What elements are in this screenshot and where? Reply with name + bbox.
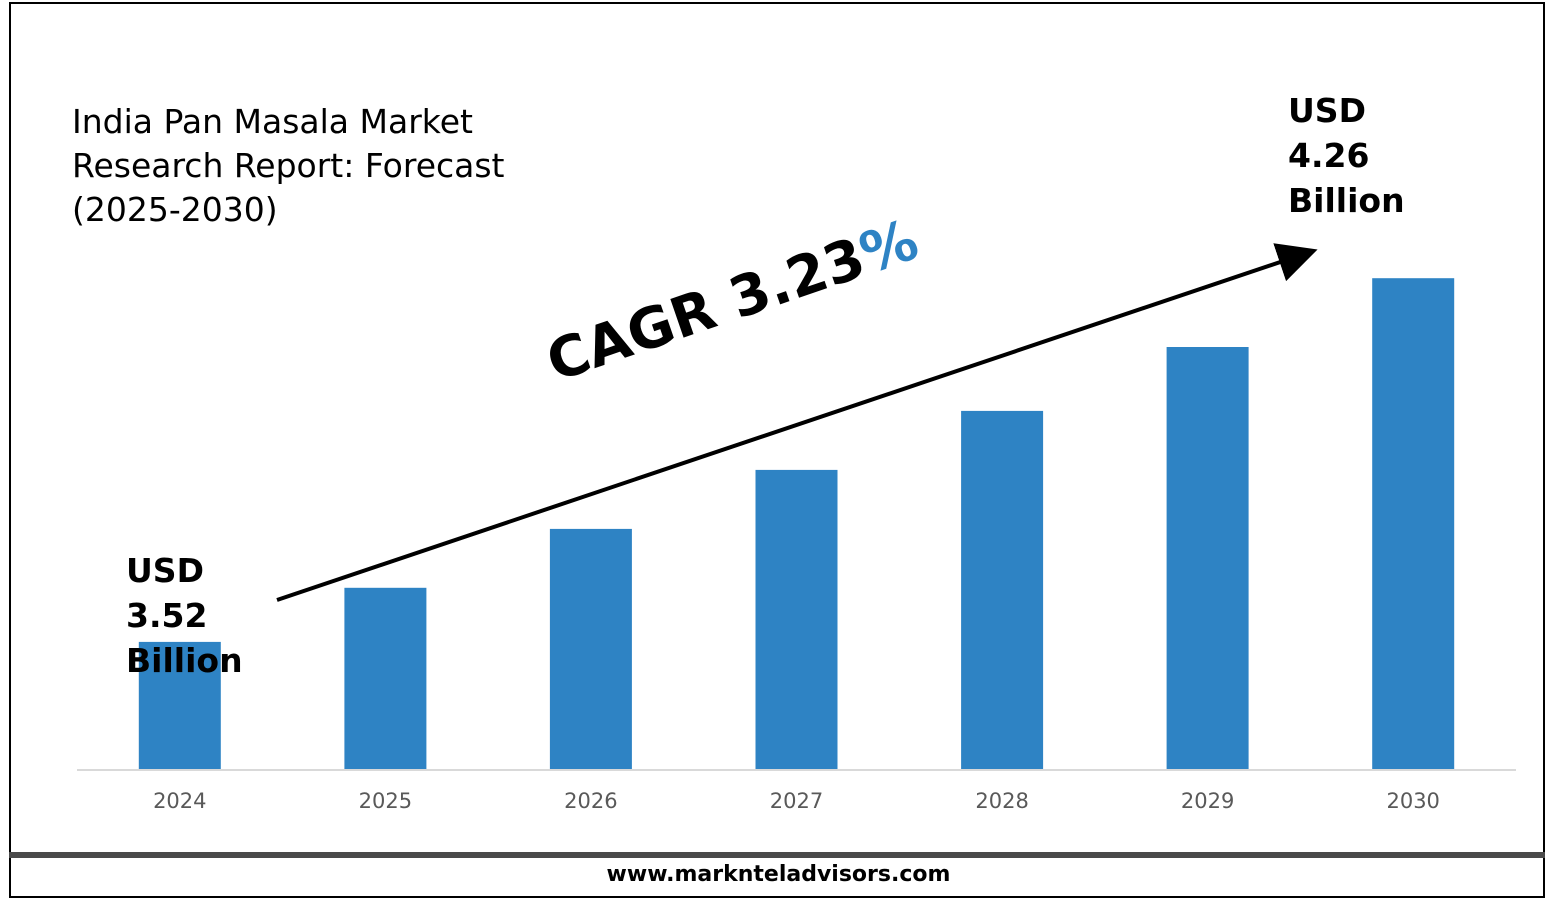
x-tick-label-2026: 2026 [564,789,617,813]
x-tick-label-2027: 2027 [770,789,823,813]
x-tick-labels: 2024 2025 2026 2027 2028 2029 2030 [153,789,1440,813]
start-value-currency: USD [126,551,204,590]
title-line-1: India Pan Masala Market [72,102,473,141]
growth-arrow [276,243,1318,602]
x-tick-label-2029: 2029 [1181,789,1234,813]
bars-group [138,278,1455,770]
bar-2024 [138,641,221,770]
bar-2030 [1372,278,1455,770]
end-value-currency: USD [1288,91,1366,130]
bar-2025 [344,587,427,770]
bar-2026 [549,528,632,770]
end-value-label: USD 4.26 Billion [1288,88,1405,223]
start-value-unit: Billion [126,641,243,680]
bar-2027 [755,469,838,770]
x-tick-label-2030: 2030 [1386,789,1439,813]
footer-url: www.marknteladvisors.com [606,862,951,887]
x-tick-label-2028: 2028 [975,789,1028,813]
title-line-3: (2025-2030) [72,190,278,229]
x-tick-label-2024: 2024 [153,789,206,813]
bar-2028 [961,410,1044,770]
chart-frame [9,2,1545,898]
start-value-amount: 3.52 [126,596,208,635]
footer-band [9,852,1545,858]
chart-title: India Pan Masala Market Research Report:… [72,100,592,232]
title-line-2: Research Report: Forecast [72,146,505,185]
end-value-amount: 4.26 [1288,136,1370,175]
x-tick-label-2025: 2025 [359,789,412,813]
bar-2029 [1166,347,1249,770]
start-value-label: USD 3.52 Billion [126,548,243,683]
end-value-unit: Billion [1288,181,1405,220]
